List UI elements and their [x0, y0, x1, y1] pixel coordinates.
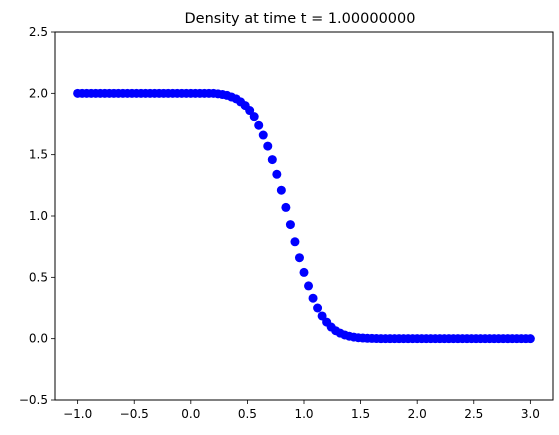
data-point [525, 334, 535, 344]
data-point [308, 293, 318, 303]
data-point [285, 220, 295, 230]
x-tick-label: 2.0 [408, 407, 427, 421]
x-tick-label: 0.5 [238, 407, 257, 421]
data-point [272, 169, 282, 179]
y-tick-label: 0.5 [29, 270, 48, 284]
data-point [299, 267, 309, 277]
x-tick-label: 2.5 [464, 407, 483, 421]
data-point [249, 112, 259, 122]
data-point [245, 106, 255, 116]
data-point [317, 311, 327, 321]
y-tick-label: 1.0 [29, 209, 48, 223]
x-tick-label: 1.0 [294, 407, 313, 421]
data-markers [73, 88, 535, 344]
plot-frame [54, 31, 554, 401]
data-point [294, 253, 304, 263]
y-tick-label: 2.5 [29, 25, 48, 39]
data-point [258, 130, 268, 140]
y-tick-label: 1.5 [29, 148, 48, 162]
x-tick-label: 3.0 [521, 407, 540, 421]
y-tick-label: −0.5 [19, 393, 48, 407]
x-tick-label: −1.0 [63, 407, 92, 421]
x-tick-label: 1.5 [351, 407, 370, 421]
x-tick-label: −0.5 [120, 407, 149, 421]
data-point [276, 185, 286, 195]
y-axis: −0.5 0.0 0.5 1.0 1.5 2.0 2.5 [19, 25, 55, 407]
data-point [254, 120, 264, 130]
chart-title: Density at time t = 1.00000000 [185, 11, 416, 27]
data-point [313, 303, 323, 313]
y-tick-label: 2.0 [29, 86, 48, 100]
data-point [290, 237, 300, 247]
data-point [304, 281, 314, 291]
data-point [263, 141, 273, 151]
y-tick-label: 0.0 [29, 332, 48, 346]
data-point [281, 202, 291, 212]
x-axis: −1.0 −0.5 0.0 0.5 1.0 1.5 2.0 2.5 3.0 [63, 400, 540, 421]
data-point [267, 155, 277, 165]
x-tick-label: 0.0 [181, 407, 200, 421]
